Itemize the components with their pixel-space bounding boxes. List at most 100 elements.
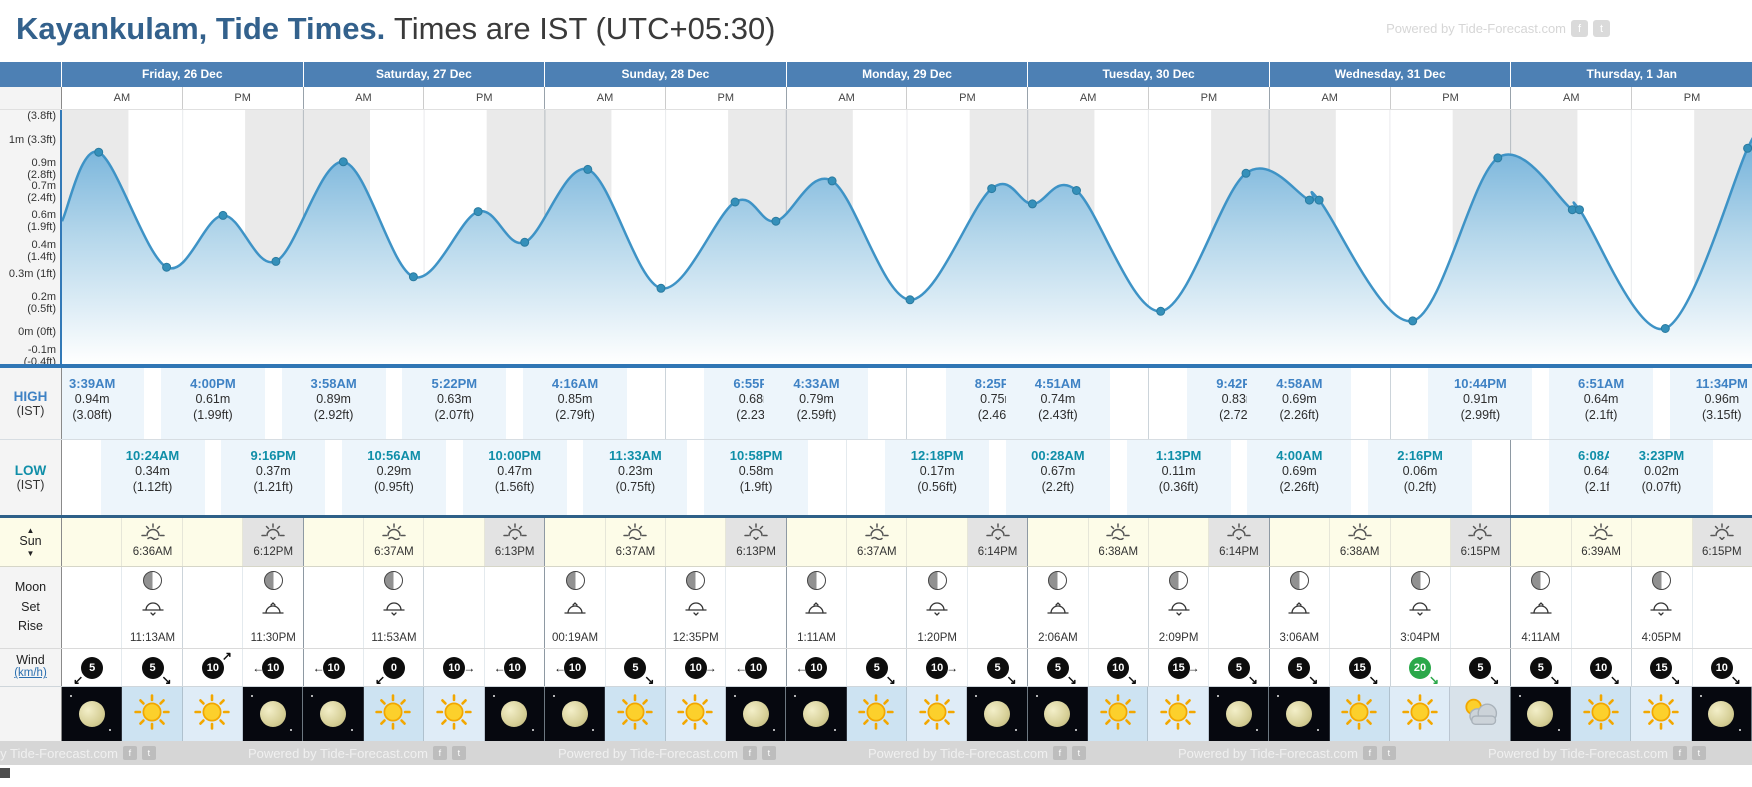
y-axis-tick: 0.7m (2.4ft) xyxy=(27,180,56,205)
day-header-corner xyxy=(0,62,62,87)
ampm-cell: AM xyxy=(304,87,425,109)
tide-height-m: 0.61m xyxy=(195,392,231,407)
sunset-icon xyxy=(1468,523,1493,544)
high-tide-event: 5:22PM 0.63m (2.07ft) xyxy=(402,368,507,439)
weather-row-label-spacer xyxy=(0,687,62,741)
moon-phase-icon xyxy=(1531,571,1551,590)
grid-cell xyxy=(1632,518,1693,566)
tide-height-ft: (2.26ft) xyxy=(1279,479,1320,494)
grid-cell xyxy=(122,567,183,648)
facebook-icon[interactable]: f xyxy=(1672,746,1687,760)
wind-speed-badge: 5 ↘ xyxy=(1046,657,1077,687)
moon-set-event: 11:53AM xyxy=(354,571,434,644)
tide-time: 4:58AM xyxy=(1276,376,1323,391)
moon-rows-label: Moon Set Rise xyxy=(0,567,62,648)
star-icon xyxy=(733,695,736,697)
moon-rise-time: 4:11AM xyxy=(1521,632,1561,644)
twitter-icon[interactable]: t xyxy=(1071,746,1086,760)
wind-unit-link[interactable]: (km/h) xyxy=(14,667,47,680)
grid-cell xyxy=(787,649,848,686)
wind-speed-badge: 15 ↘ xyxy=(1650,657,1680,687)
twitter-icon[interactable]: t xyxy=(1381,746,1396,760)
sun-sort-down-icon[interactable]: ▼ xyxy=(26,548,35,558)
grid-cell xyxy=(1391,567,1451,648)
tide-height-ft: (1.9ft) xyxy=(739,479,773,494)
day-header-row: Friday, 26 Dec Saturday, 27 Dec Sunday, 28… xyxy=(0,62,1752,87)
grid-cell xyxy=(1209,649,1270,686)
moon-rise-time: 3:06AM xyxy=(1279,632,1320,644)
tide-time: 1:13PM xyxy=(1155,448,1202,463)
grid-cell xyxy=(1330,567,1391,648)
low-tide-event: 10:00PM 0.47m (1.56ft) xyxy=(462,440,567,515)
twitter-icon[interactable]: t xyxy=(451,746,466,760)
low-tide-event: 10:24AM 0.34m (1.12ft) xyxy=(100,440,205,515)
moon-phase-icon xyxy=(686,571,706,590)
day-header-2: Sunday, 28 Dec xyxy=(545,62,787,87)
tide-time: 9:16PM xyxy=(250,448,297,463)
star-icon xyxy=(1035,695,1038,697)
wind-direction-arrow: ↘ xyxy=(1066,673,1077,687)
ampm-cell: AM xyxy=(545,87,666,109)
wind-direction-arrow: → xyxy=(1187,661,1200,675)
moon-rise-time: 1:11AM xyxy=(797,632,836,644)
moon-set-time: 2:09PM xyxy=(1158,632,1199,644)
wind-label: Wind xyxy=(16,652,45,667)
tide-time: 10:44PM xyxy=(1454,376,1507,391)
facebook-icon[interactable]: f xyxy=(432,746,447,760)
facebook-icon[interactable]: f xyxy=(122,746,137,760)
star-icon xyxy=(350,729,353,731)
wind-speed-badge: 5 ↘ xyxy=(865,657,896,687)
wind-direction-arrow: ← xyxy=(252,661,265,675)
wind-direction-arrow: ↘ xyxy=(1549,673,1560,687)
tide-height-ft: (2.79ft) xyxy=(555,407,595,422)
sunrise-icon xyxy=(1106,523,1130,544)
facebook-icon[interactable]: f xyxy=(742,746,757,760)
grid-cell xyxy=(122,518,183,566)
tide-height-ft: (1.99ft) xyxy=(193,407,233,422)
moon-rise-icon xyxy=(262,601,284,621)
moon-phase-icon xyxy=(1048,571,1068,590)
sun-sort-up-icon[interactable]: ▲ xyxy=(26,525,35,535)
tide-height-ft: (2.1ft) xyxy=(1584,479,1618,494)
sunset-time: 6:15PM xyxy=(1701,546,1742,558)
grid-cell xyxy=(424,649,485,686)
facebook-icon[interactable]: f xyxy=(1362,746,1377,760)
facebook-icon[interactable]: f xyxy=(1571,20,1588,37)
sun-icon xyxy=(374,693,412,736)
twitter-icon[interactable]: t xyxy=(1691,746,1706,760)
sun-icon xyxy=(1642,693,1680,736)
tide-height-ft: (2.26ft) xyxy=(1279,407,1320,422)
ampm-cell: AM xyxy=(1028,87,1150,109)
twitter-icon[interactable]: t xyxy=(141,746,156,760)
grid-cell xyxy=(424,567,485,648)
twitter-icon[interactable]: t xyxy=(1593,20,1610,37)
ampm-cell: PM xyxy=(183,87,304,109)
high-tide-event: 10:44PM 0.91m (2.99ft) xyxy=(1428,368,1533,439)
high-tide-row: HIGH (IST) 3:39AM 0.94m (3.08ft) 4:00PM 0.61… xyxy=(0,368,1752,440)
low-tide-event: 1:13PM 0.11m (0.36ft) xyxy=(1126,440,1231,515)
star-icon xyxy=(1557,729,1560,731)
low-tide-event: 00:28AM 0.67m (2.2ft) xyxy=(1005,440,1110,515)
tide-time: 5:22PM xyxy=(431,376,478,391)
sunrise-time: 6:38AM xyxy=(1098,546,1139,558)
grid-cell xyxy=(1451,649,1512,686)
facebook-icon[interactable]: f xyxy=(1052,746,1067,760)
sun-icon xyxy=(435,693,473,736)
sun-icon xyxy=(676,693,714,736)
moon-rise-icon xyxy=(805,601,828,621)
wind-speed-badge: 10 ← xyxy=(554,657,587,679)
high-tide-event: 4:00PM 0.61m (1.99ft) xyxy=(160,368,265,439)
low-tide-event: 2:16PM 0.06m (0.2ft) xyxy=(1368,440,1473,515)
moon-phase-icon xyxy=(1289,571,1309,590)
weather-cell-sun xyxy=(846,687,908,741)
moon-set-time: 12:35PM xyxy=(672,632,719,644)
tide-height-ft: (2.59ft) xyxy=(796,407,837,422)
wind-speed-badge: 10 ↘ xyxy=(1107,657,1137,687)
wind-direction-arrow: ← xyxy=(493,661,506,675)
twitter-icon[interactable]: t xyxy=(761,746,776,760)
moon-set-event: 11:13AM xyxy=(113,571,193,644)
sunrise-icon xyxy=(623,523,648,544)
sun-icon xyxy=(1159,693,1197,736)
high-tide-row-label: HIGH (IST) xyxy=(0,368,62,439)
grid-cell xyxy=(243,567,304,648)
